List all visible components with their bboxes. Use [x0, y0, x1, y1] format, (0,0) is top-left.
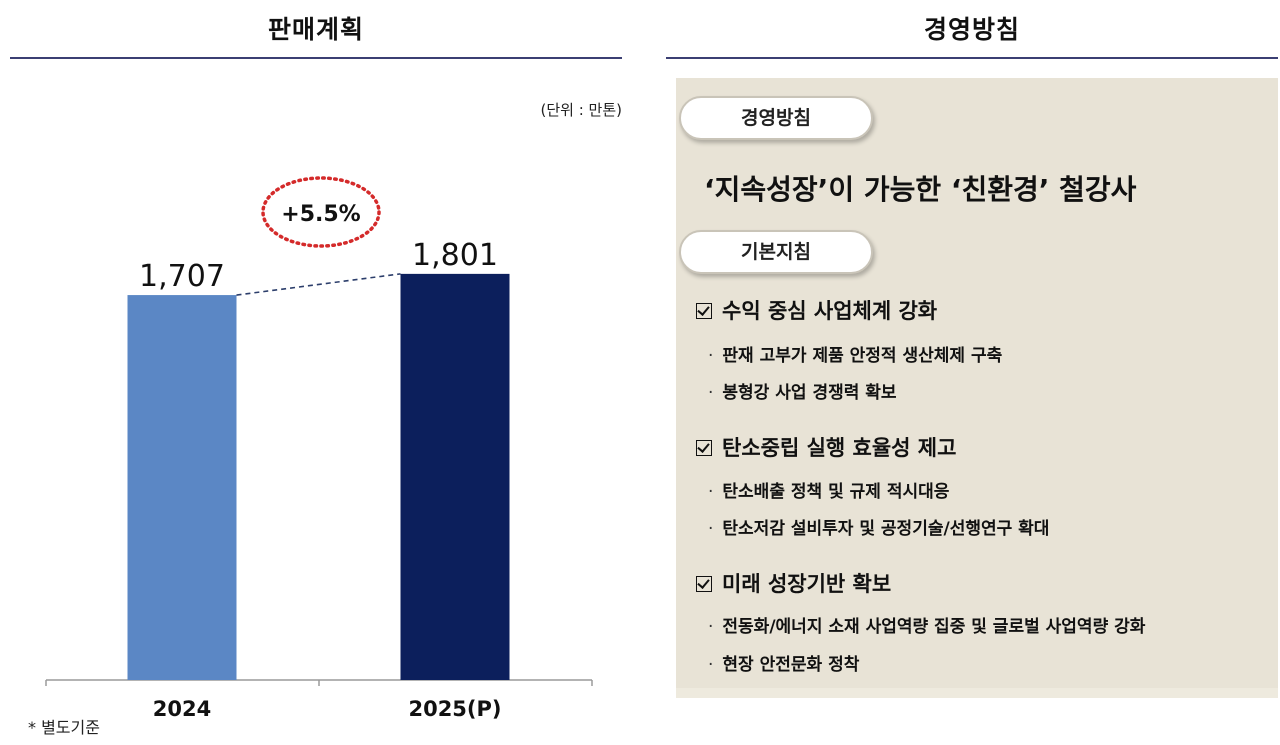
- section-title-carbon: 탄소중립 실행 효율성 제고: [696, 432, 956, 462]
- bullet-dot-icon: ·: [708, 346, 714, 366]
- bullet-dot-icon: ·: [708, 482, 714, 502]
- category-label-2024: 2024: [153, 697, 211, 721]
- bar-2024: [127, 295, 237, 680]
- growth-connector-line: [236, 273, 401, 296]
- bullet-dot-icon: ·: [708, 383, 714, 403]
- right-title-divider: [666, 57, 1278, 59]
- bullet-item: · 봉형강 사업 경쟁력 확보: [708, 383, 897, 403]
- management-policy-title: 경영방침: [923, 15, 1020, 44]
- bullet-dot-icon: ·: [708, 519, 714, 539]
- left-title-divider: [10, 57, 622, 59]
- category-label-2025p: 2025(P): [408, 697, 501, 721]
- bullet-dot-icon: ·: [708, 617, 714, 637]
- value-label-2025p: 1,801: [412, 238, 498, 273]
- bar-2025p: [400, 273, 510, 680]
- checkbox-icon: [696, 303, 712, 319]
- section-title-profit: 수익 중심 사업체계 강화: [696, 295, 937, 325]
- basic-guidelines-pill: 기본지침: [679, 230, 873, 274]
- unit-label: (단위 : 만톤): [540, 101, 623, 119]
- policy-slogan: ‘지속성장’이 가능한 ‘친환경’ 철강사: [704, 173, 1137, 206]
- checkbox-icon: [696, 440, 712, 456]
- bullet-item: · 전동화/에너지 소재 사업역량 집중 및 글로벌 사업역량 강화: [708, 617, 1146, 637]
- policy-panel-inner: [676, 78, 1278, 688]
- sales-plan-title: 판매계획: [267, 15, 364, 44]
- sales-bar-chart: 1,707 1,801 +5.5% 2024 2025(P): [45, 176, 593, 721]
- bullet-item: · 탄소배출 정책 및 규제 적시대응: [708, 482, 950, 502]
- policy-pill: 경영방침: [679, 96, 873, 140]
- growth-badge-label: +5.5%: [281, 202, 360, 227]
- section-title-future: 미래 성장기반 확보: [696, 568, 891, 598]
- bullet-dot-icon: ·: [708, 655, 714, 675]
- basis-footnote: * 별도기준: [28, 718, 100, 737]
- bullet-item: · 판재 고부가 제품 안정적 생산체제 구축: [708, 346, 1003, 366]
- bullet-item: · 탄소저감 설비투자 및 공정기술/선행연구 확대: [708, 519, 1050, 539]
- value-label-2024: 1,707: [139, 259, 225, 294]
- checkbox-icon: [696, 576, 712, 592]
- growth-badge-outline: [261, 176, 381, 248]
- bullet-item: · 현장 안전문화 정착: [708, 655, 860, 675]
